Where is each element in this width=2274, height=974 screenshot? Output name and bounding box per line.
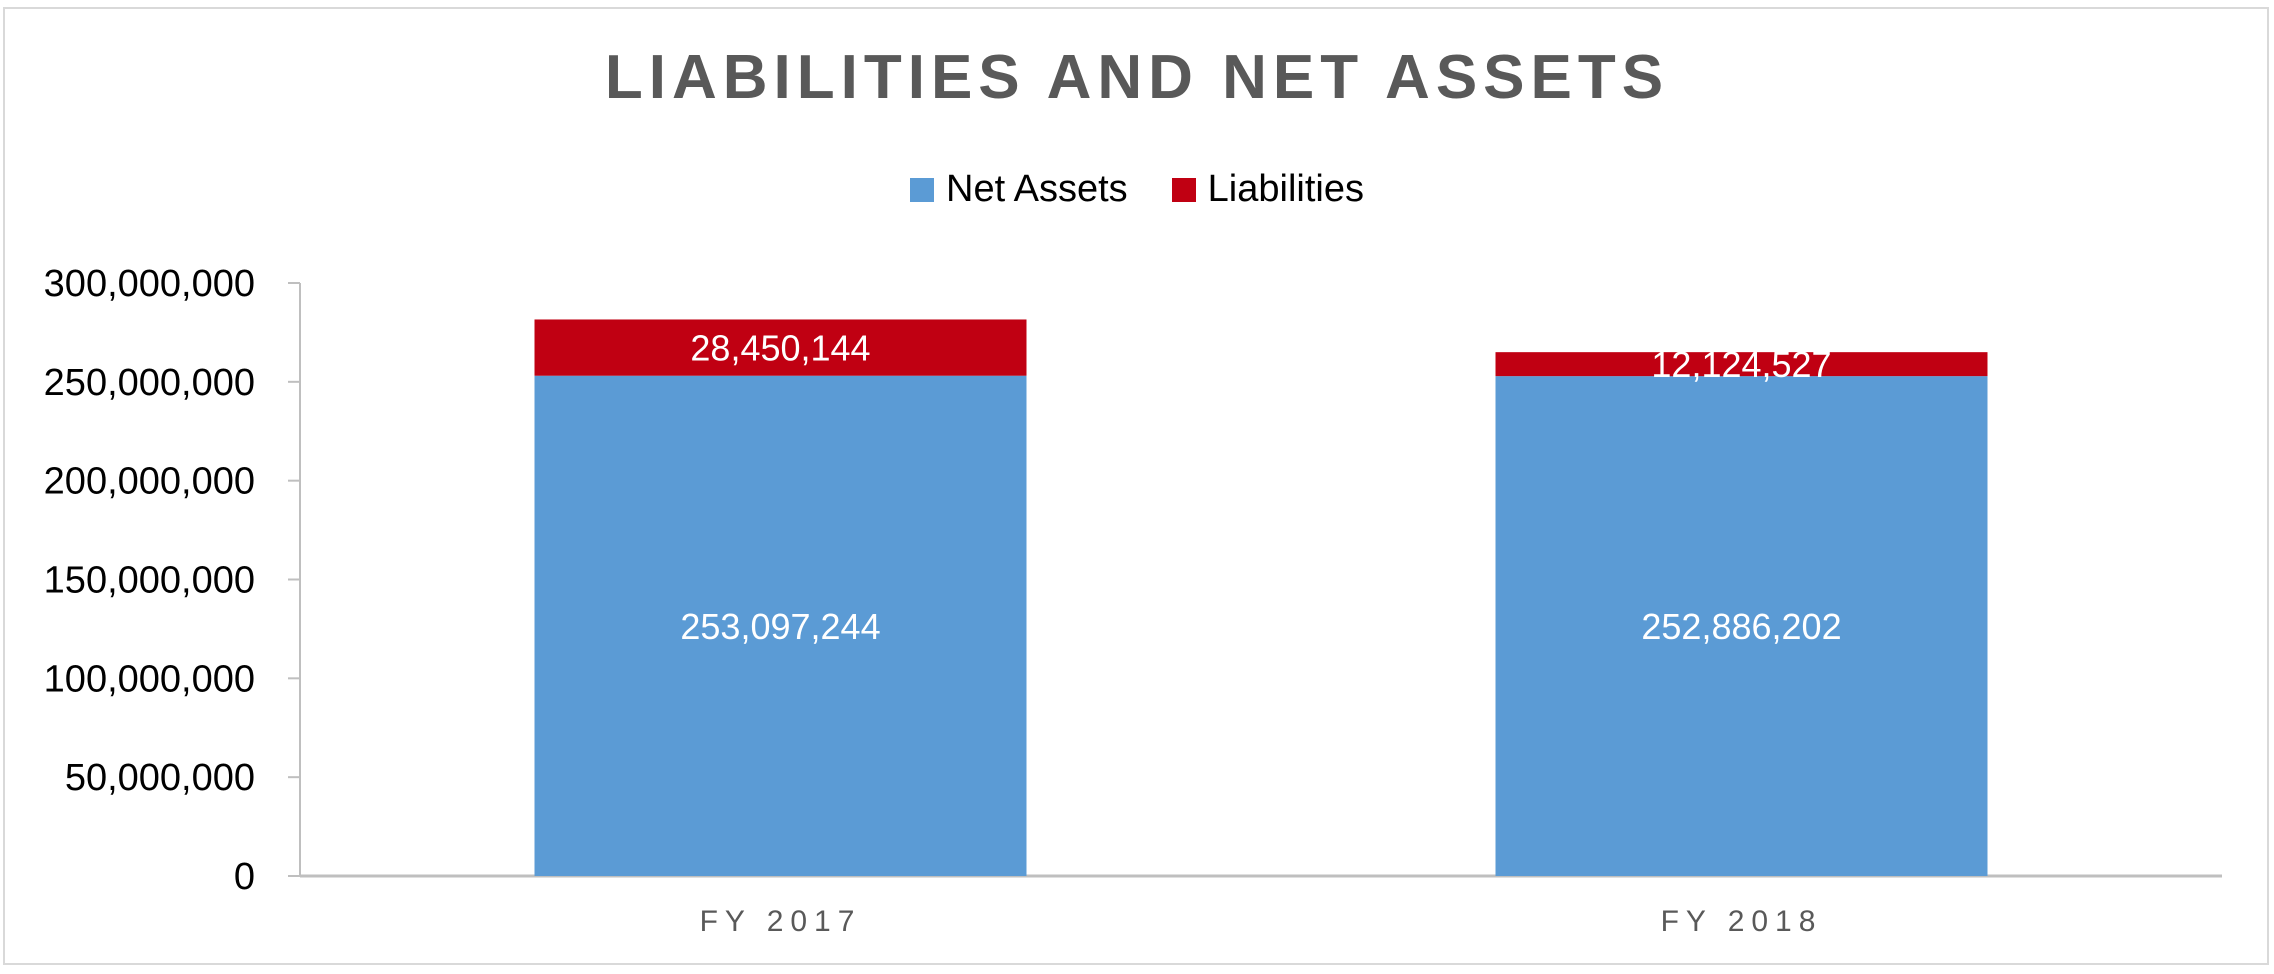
legend-label-liabilities: Liabilities xyxy=(1207,168,1364,210)
y-tick-label: 250,000,000 xyxy=(44,362,255,404)
legend-label-net-assets: Net Assets xyxy=(946,168,1128,210)
legend: Net Assets Liabilities xyxy=(0,168,2274,211)
y-tick-label: 200,000,000 xyxy=(44,461,255,503)
data-label-net-assets-2: 252,886,202 xyxy=(1641,606,1841,647)
bar-net-assets-2 xyxy=(1495,376,1988,876)
legend-swatch-net-assets xyxy=(910,177,935,202)
y-tick-label: 150,000,000 xyxy=(44,560,255,602)
chart-title: LIABILITIES AND NET ASSETS xyxy=(604,43,1670,112)
data-label-liabilities-2: 12,124,527 xyxy=(1651,344,1831,385)
legend-swatch-liabilities xyxy=(1171,177,1196,202)
legend-item-liabilities: Liabilities xyxy=(1171,168,1364,211)
bar-net-assets-1 xyxy=(534,375,1027,876)
y-tick-label: 100,000,000 xyxy=(44,658,255,700)
data-label-liabilities-1: 28,450,144 xyxy=(690,328,870,369)
bar-liabilities-2 xyxy=(1495,352,1988,377)
x-category-label: FY 2017 xyxy=(700,905,862,938)
data-label-net-assets-1: 253,097,244 xyxy=(680,606,880,647)
legend-item-net-assets: Net Assets xyxy=(910,168,1128,211)
y-tick-label: 300,000,000 xyxy=(44,263,255,305)
y-tick-label: 50,000,000 xyxy=(65,757,255,799)
y-tick-label: 0 xyxy=(234,856,255,898)
x-category-label: FY 2018 xyxy=(1661,905,1823,938)
bar-liabilities-1 xyxy=(534,319,1027,376)
